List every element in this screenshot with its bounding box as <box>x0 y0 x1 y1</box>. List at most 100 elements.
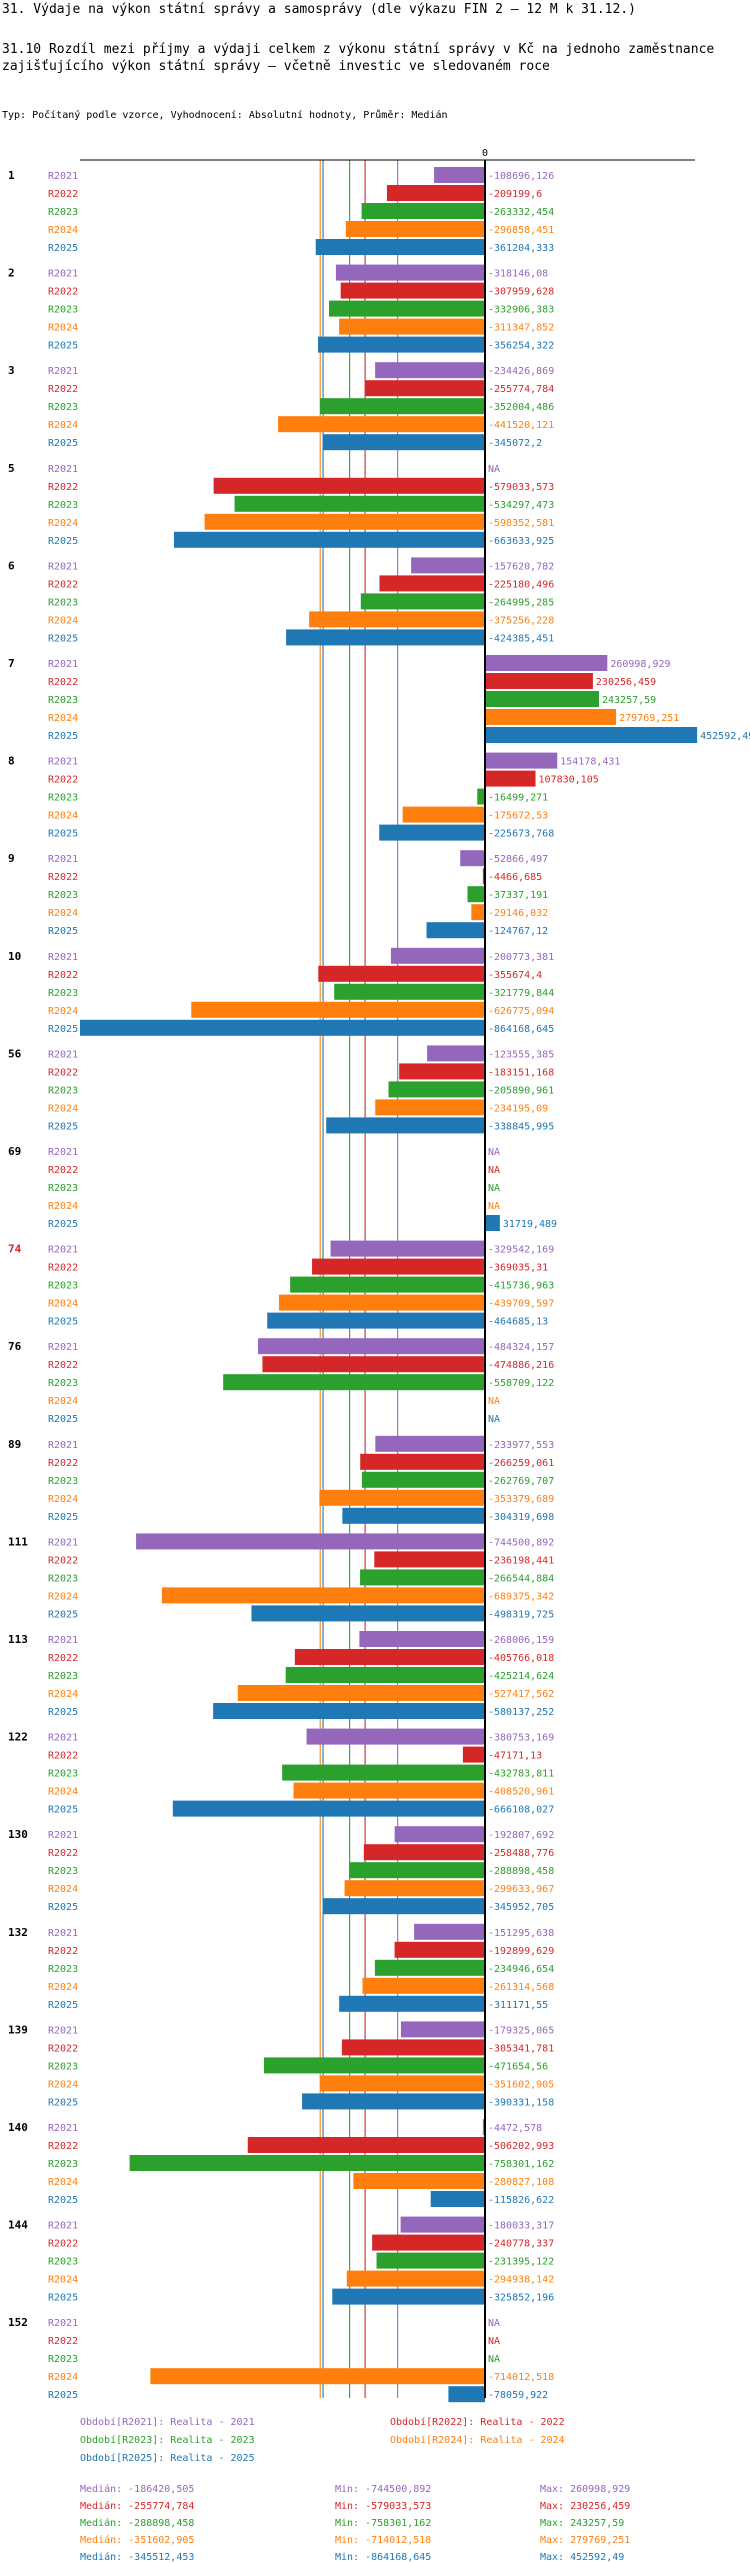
bar-74-r2024 <box>278 1294 485 1311</box>
series-label-1-r2024: R2024 <box>48 225 78 236</box>
stat-max-r2025: Max: 452592,49 <box>540 2552 625 2563</box>
series-label-5-r2021: R2021 <box>48 464 78 475</box>
category-label-74: 74 <box>8 1243 22 1256</box>
series-label-69-r2021: R2021 <box>48 1147 78 1158</box>
value-label-5-r2025: -663633,925 <box>488 536 554 547</box>
category-label-10: 10 <box>8 950 21 963</box>
series-label-8-r2022: R2022 <box>48 775 78 786</box>
series-label-6-r2021: R2021 <box>48 561 78 572</box>
bar-74-r2023 <box>290 1276 485 1293</box>
bar-9-r2021 <box>460 850 485 867</box>
bar-74-r2021 <box>330 1240 485 1257</box>
bar-111-r2024 <box>161 1587 485 1604</box>
series-label-8-r2023: R2023 <box>48 793 78 804</box>
value-label-2-r2023: -332906,383 <box>488 305 554 316</box>
category-label-130: 130 <box>8 1828 28 1841</box>
series-label-130-r2025: R2025 <box>48 1902 78 1913</box>
bar-56-r2021 <box>427 1045 485 1062</box>
value-label-152-r2025: -78059,922 <box>488 2390 548 2401</box>
series-label-132-r2024: R2024 <box>48 1982 78 1993</box>
value-label-10-r2023: -321779,844 <box>488 988 554 999</box>
bar-130-r2023 <box>349 1862 485 1879</box>
value-label-6-r2022: -225180,496 <box>488 579 554 590</box>
series-label-2-r2021: R2021 <box>48 269 78 280</box>
bar-3-r2021 <box>375 362 485 379</box>
value-label-130-r2024: -299633,967 <box>488 1884 554 1895</box>
value-label-9-r2023: -37337,191 <box>488 890 548 901</box>
value-label-130-r2022: -258488,776 <box>488 1848 554 1859</box>
series-label-113-r2022: R2022 <box>48 1653 78 1664</box>
value-label-89-r2021: -233977,553 <box>488 1440 554 1451</box>
series-label-9-r2021: R2021 <box>48 854 78 865</box>
category-label-122: 122 <box>8 1731 28 1744</box>
bar-76-r2021 <box>258 1338 485 1355</box>
series-label-10-r2021: R2021 <box>48 952 78 963</box>
page-title: 31. Výdaje na výkon státní správy a samo… <box>2 2 636 17</box>
stat-max-r2021: Max: 260998,929 <box>540 2484 631 2495</box>
stat-min-r2025: Min: -864168,645 <box>335 2552 432 2563</box>
series-label-3-r2022: R2022 <box>48 384 78 395</box>
category-label-6: 6 <box>8 559 15 572</box>
value-label-144-r2023: -231395,122 <box>488 2257 554 2268</box>
value-label-69-r2025: 31719,489 <box>503 1219 557 1230</box>
value-label-130-r2023: -288898,458 <box>488 1866 554 1877</box>
value-label-132-r2022: -192899,629 <box>488 1946 554 1957</box>
value-label-56-r2025: -338845,995 <box>488 1121 554 1132</box>
series-label-111-r2025: R2025 <box>48 1609 78 1620</box>
series-label-5-r2022: R2022 <box>48 482 78 493</box>
value-label-139-r2024: -351602,905 <box>488 2079 554 2090</box>
value-label-76-r2021: -484324,157 <box>488 1342 554 1353</box>
bar-152-r2025 <box>448 2386 485 2403</box>
value-label-74-r2022: -369035,31 <box>488 1263 548 1274</box>
value-label-152-r2021: NA <box>488 2318 500 2329</box>
stat-median-r2024: Medián: -351602,905 <box>80 2535 195 2546</box>
value-label-89-r2023: -262769,707 <box>488 1476 554 1487</box>
bar-3-r2024 <box>278 416 485 433</box>
value-label-3-r2021: -234426,869 <box>488 366 554 377</box>
series-label-152-r2024: R2024 <box>48 2372 78 2383</box>
series-label-9-r2024: R2024 <box>48 908 78 919</box>
series-label-139-r2025: R2025 <box>48 2097 78 2108</box>
value-label-8-r2024: -175672,53 <box>488 811 548 822</box>
series-label-76-r2022: R2022 <box>48 1360 78 1371</box>
value-label-1-r2023: -263332,454 <box>488 207 554 218</box>
series-label-152-r2023: R2023 <box>48 2354 78 2365</box>
series-label-3-r2021: R2021 <box>48 366 78 377</box>
series-label-139-r2022: R2022 <box>48 2043 78 2054</box>
bar-113-r2024 <box>237 1685 485 1701</box>
bar-8-r2021 <box>485 752 558 769</box>
stat-min-r2024: Min: -714012,518 <box>335 2535 432 2546</box>
bar-2-r2025 <box>318 336 485 353</box>
series-label-10-r2022: R2022 <box>48 970 78 981</box>
series-label-152-r2025: R2025 <box>48 2390 78 2401</box>
bar-139-r2025 <box>302 2093 485 2110</box>
category-label-9: 9 <box>8 852 15 865</box>
value-label-7-r2023: 243257,59 <box>602 695 656 706</box>
series-label-122-r2021: R2021 <box>48 1733 78 1744</box>
series-label-113-r2025: R2025 <box>48 1707 78 1718</box>
series-label-3-r2023: R2023 <box>48 402 78 413</box>
category-label-7: 7 <box>8 657 15 670</box>
value-label-3-r2023: -352004,486 <box>488 402 554 413</box>
bar-2-r2024 <box>339 318 485 335</box>
value-label-69-r2022: NA <box>488 1165 500 1176</box>
series-label-74-r2025: R2025 <box>48 1317 78 1328</box>
series-label-7-r2023: R2023 <box>48 695 78 706</box>
value-label-5-r2021: NA <box>488 464 500 475</box>
value-label-122-r2024: -408520,961 <box>488 1787 554 1798</box>
value-label-89-r2025: -304319,698 <box>488 1512 554 1523</box>
series-label-152-r2022: R2022 <box>48 2336 78 2347</box>
bar-130-r2021 <box>394 1826 485 1843</box>
series-label-139-r2023: R2023 <box>48 2061 78 2072</box>
series-label-3-r2025: R2025 <box>48 438 78 449</box>
series-label-7-r2021: R2021 <box>48 659 78 670</box>
value-label-7-r2021: 260998,929 <box>610 659 670 670</box>
category-label-69: 69 <box>8 1145 21 1158</box>
chart-subtitle: 31.10 Rozdíl mezi příjmy a výdaji celkem… <box>2 42 715 74</box>
series-label-140-r2023: R2023 <box>48 2159 78 2170</box>
series-label-132-r2022: R2022 <box>48 1946 78 1957</box>
bar-111-r2022 <box>374 1551 485 1568</box>
series-label-140-r2022: R2022 <box>48 2141 78 2152</box>
series-label-5-r2024: R2024 <box>48 518 78 529</box>
bar-89-r2023 <box>361 1471 485 1488</box>
